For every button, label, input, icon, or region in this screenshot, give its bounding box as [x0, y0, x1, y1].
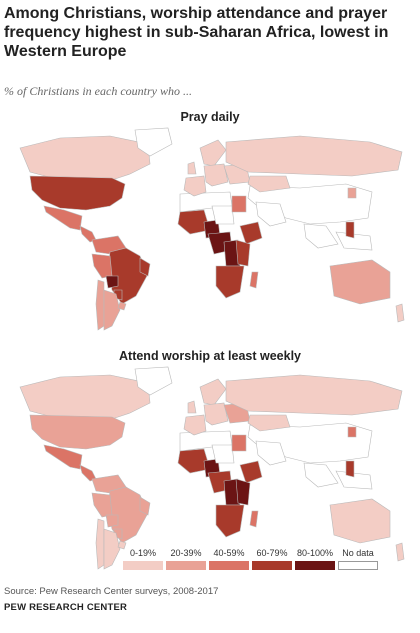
region-chad	[211, 205, 235, 225]
legend-swatch	[166, 561, 206, 570]
region-central-europe	[203, 402, 229, 426]
region-scandinavia	[199, 139, 227, 167]
legend-label: No data	[342, 548, 374, 558]
region-philippines	[345, 221, 355, 239]
region-southern-africa	[215, 504, 245, 538]
region-kazakhstan	[247, 414, 291, 432]
region-russia	[225, 374, 403, 416]
region-madagascar	[249, 510, 259, 528]
region-chad	[211, 444, 235, 464]
legend-label: 20-39%	[170, 548, 202, 558]
region-uruguay	[117, 540, 127, 550]
no-data-landmass	[303, 462, 339, 488]
region-bolivia	[105, 514, 119, 528]
legend-swatch	[252, 561, 292, 570]
region-canada	[19, 135, 151, 181]
region-new-zealand	[395, 542, 405, 562]
source-note: Source: Pew Research Center surveys, 200…	[4, 586, 219, 597]
no-data-landmass	[335, 470, 373, 490]
no-data-landmass	[255, 201, 287, 227]
attend-worship-map	[19, 366, 405, 570]
region-argentina	[103, 289, 121, 331]
legend-item-40-59: 40-59%	[209, 548, 249, 570]
region-philippines	[345, 460, 355, 478]
region-mexico	[43, 205, 83, 231]
region-france-iberia	[183, 414, 207, 436]
region-west-africa	[177, 448, 211, 474]
legend-label: 60-79%	[256, 548, 288, 558]
region-argentina	[103, 528, 121, 570]
region-bolivia	[105, 275, 119, 289]
organization-credit: PEW RESEARCH CENTER	[4, 602, 128, 613]
legend-item-20-39: 20-39%	[166, 548, 206, 570]
region-russia	[225, 135, 403, 177]
region-scandinavia	[199, 378, 227, 406]
region-france-iberia	[183, 175, 207, 197]
legend-swatch	[338, 561, 378, 570]
region-canada	[19, 374, 151, 420]
no-data-landmass	[303, 223, 339, 249]
region-west-africa	[177, 209, 211, 235]
region-egypt	[231, 195, 247, 213]
region-central-europe	[203, 163, 229, 187]
region-madagascar	[249, 271, 259, 289]
region-usa	[29, 175, 126, 211]
legend-item-no-data: No data	[338, 548, 378, 570]
region-korea	[347, 426, 357, 438]
legend-item-60-79: 60-79%	[252, 548, 292, 570]
region-usa	[29, 414, 126, 450]
legend-item-80-100: 80-100%	[295, 548, 335, 570]
region-greenland	[134, 366, 173, 396]
region-kazakhstan	[247, 175, 291, 193]
region-new-zealand	[395, 303, 405, 323]
region-egypt	[231, 434, 247, 452]
region-peru	[91, 253, 113, 279]
legend-label: 40-59%	[213, 548, 245, 558]
region-east-africa	[235, 239, 251, 267]
legend-swatch	[209, 561, 249, 570]
region-ethiopia	[239, 460, 263, 484]
region-chile	[95, 518, 105, 570]
region-chile	[95, 279, 105, 331]
legend-item-0-19: 0-19%	[123, 548, 163, 570]
legend-label: 80-100%	[296, 548, 334, 558]
no-data-landmass	[335, 231, 373, 251]
region-uruguay	[117, 301, 127, 311]
chart-subtitle: % of Christians in each country who ...	[4, 84, 192, 98]
region-peru	[91, 492, 113, 518]
region-australia	[329, 259, 391, 305]
region-uk	[187, 400, 197, 414]
pray-daily-map	[19, 127, 405, 331]
region-east-africa	[235, 478, 251, 506]
region-australia	[329, 498, 391, 544]
region-korea	[347, 187, 357, 199]
region-ethiopia	[239, 221, 263, 245]
region-greenland	[134, 127, 173, 157]
region-brazil-northeast	[139, 496, 151, 516]
map-title-attend-worship: Attend worship at least weekly	[119, 349, 301, 363]
map-title-pray-daily: Pray daily	[180, 110, 240, 124]
legend-swatch	[295, 561, 335, 570]
region-brazil-northeast	[139, 257, 151, 277]
legend-label: 0-19%	[129, 548, 156, 558]
legend: 0-19% 20-39% 40-59% 60-79% 80-100% No da…	[0, 548, 420, 576]
region-southern-africa	[215, 265, 245, 299]
region-mexico	[43, 444, 83, 470]
legend-swatch	[123, 561, 163, 570]
chart-title: Among Christians, worship attendance and…	[4, 5, 389, 60]
region-uk	[187, 161, 197, 175]
no-data-landmass	[255, 440, 287, 466]
